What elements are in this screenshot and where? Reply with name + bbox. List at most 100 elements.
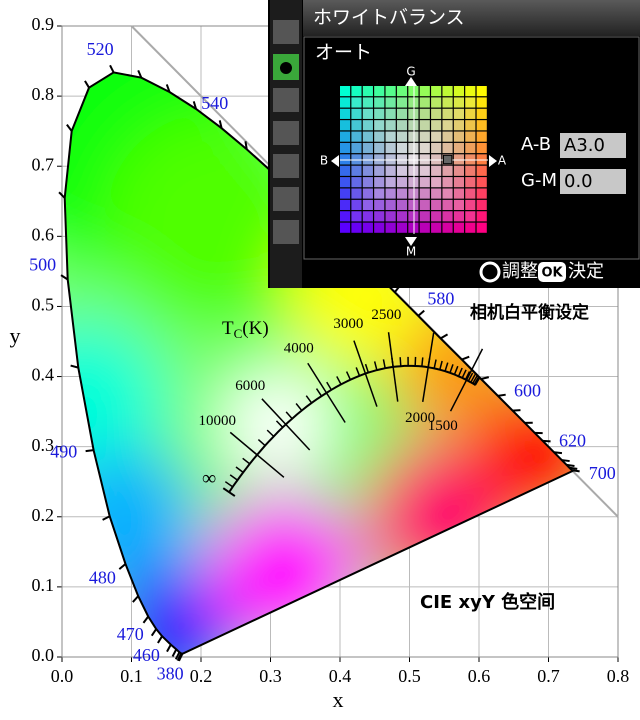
- wb-cell: [476, 199, 487, 211]
- wb-cell: [431, 142, 442, 154]
- x-tick-label: 0.7: [537, 666, 560, 686]
- wb-cell: [340, 188, 351, 199]
- wb-cell: [396, 222, 408, 233]
- tab[interactable]: [273, 220, 299, 244]
- tab[interactable]: [273, 88, 299, 112]
- wb-cell: [453, 154, 465, 165]
- wb-cell: [408, 188, 419, 199]
- wb-cell: [453, 131, 465, 142]
- isotherm: [421, 332, 435, 402]
- wb-cell: [385, 108, 396, 119]
- locus-tick: [497, 393, 506, 397]
- wb-cell: [419, 131, 430, 142]
- t-sub: C: [234, 326, 243, 341]
- wavelength-label: 620: [559, 430, 586, 450]
- wb-cell: [453, 97, 465, 108]
- temperature-label: 2000: [405, 410, 435, 426]
- wb-cell: [396, 154, 408, 165]
- wb-cell: [453, 142, 465, 154]
- wb-cell: [476, 120, 487, 131]
- wb-cell: [431, 188, 442, 199]
- wb-cell: [396, 131, 408, 142]
- wb-cell: [374, 131, 385, 142]
- wb-cell: [374, 108, 385, 119]
- locus-tick: [244, 141, 248, 150]
- wb-cell: [408, 165, 419, 176]
- locus-tick: [157, 635, 163, 644]
- locus-tick: [453, 365, 459, 375]
- wb-cell: [465, 97, 476, 108]
- tab[interactable]: [273, 121, 299, 145]
- ok-button[interactable]: [538, 262, 566, 282]
- axis-a: A: [498, 154, 507, 168]
- locus-tick: [137, 69, 143, 79]
- locus-tick: [355, 367, 361, 377]
- spectral-locus: [63, 71, 575, 655]
- wb-cell: [431, 199, 442, 211]
- wb-cell: [442, 165, 453, 176]
- field-label: G-M: [521, 170, 557, 191]
- field-box[interactable]: [560, 169, 626, 194]
- footer-adjust: 調整: [502, 261, 538, 282]
- wb-cell: [431, 131, 442, 142]
- wb-cell: [419, 97, 430, 108]
- locus-tick: [467, 372, 474, 382]
- wb-cell: [453, 108, 465, 119]
- locus-tick: [192, 101, 198, 110]
- locus-tick: [295, 403, 303, 411]
- wb-cell: [385, 199, 396, 211]
- wb-cell: [385, 154, 396, 165]
- locus-tick: [85, 449, 94, 453]
- wb-cell: [465, 120, 476, 131]
- y-tick-label: 0.3: [32, 435, 55, 455]
- wb-grid[interactable]: [340, 86, 488, 234]
- wb-cell: [362, 165, 373, 176]
- wb-cell: [340, 97, 351, 108]
- t-unit: (K): [242, 318, 268, 339]
- wb-cell: [476, 131, 487, 142]
- wb-cell: [351, 177, 362, 188]
- wb-cell: [465, 165, 476, 176]
- wb-cell: [476, 154, 487, 165]
- wavelength-label: 580: [427, 288, 454, 308]
- wb-cell: [442, 120, 453, 131]
- wb-cell: [385, 188, 396, 199]
- field-box[interactable]: [560, 133, 626, 158]
- wb-cell: [476, 188, 487, 199]
- locus-tick: [553, 451, 563, 455]
- tab[interactable]: [273, 20, 299, 44]
- wb-cell: [408, 97, 419, 108]
- wavelength-label: 460: [133, 645, 160, 665]
- wb-cell: [396, 86, 408, 97]
- wb-cell: [351, 131, 362, 142]
- wb-cell: [396, 177, 408, 188]
- isotherm: [261, 398, 311, 451]
- locus-tick: [176, 652, 183, 662]
- tab[interactable]: [273, 187, 299, 211]
- wb-cell: [442, 211, 453, 222]
- x-tick-label: 0.5: [398, 666, 421, 686]
- temperature-label: 2500: [371, 307, 401, 323]
- wb-cell: [431, 177, 442, 188]
- wb-cell: [419, 188, 430, 199]
- locus-tick: [345, 371, 352, 381]
- wb-cell: [340, 86, 351, 97]
- wb-cell: [396, 165, 408, 176]
- wb-cell: [465, 142, 476, 154]
- wb-cell: [431, 120, 442, 131]
- wb-cell: [362, 97, 373, 108]
- t: T: [222, 318, 234, 339]
- wb-cell: [351, 120, 362, 131]
- wb-cell: [374, 211, 385, 222]
- y-tick-label: 0.9: [32, 14, 55, 34]
- wb-cell: [362, 131, 373, 142]
- menu-title: ホワイトバランス: [313, 7, 465, 29]
- wb-cell: [362, 154, 373, 165]
- wb-cell: [465, 188, 476, 199]
- wb-cell: [385, 120, 396, 131]
- y-tick-label: 0.1: [32, 575, 55, 595]
- tab[interactable]: [273, 154, 299, 178]
- wb-cell: [362, 120, 373, 131]
- wb-cell: [419, 165, 430, 176]
- wb-cell: [351, 86, 362, 97]
